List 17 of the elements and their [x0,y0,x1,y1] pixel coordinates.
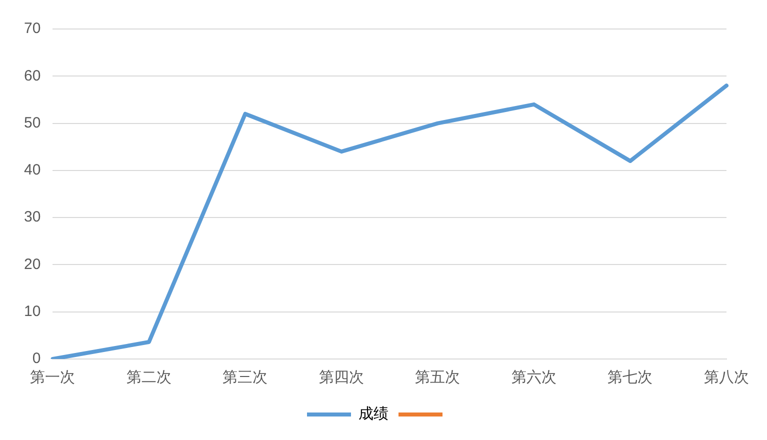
y-tick-label: 40 [24,162,41,179]
x-tick-label: 第六次 [511,369,556,386]
legend-label: 成绩 [358,406,388,423]
x-tick-label: 第二次 [126,369,172,386]
y-tick-label: 10 [24,303,41,320]
y-tick-label: 30 [24,208,41,226]
x-tick-label: 第三次 [222,369,268,386]
x-tick-label: 第一次 [30,369,76,386]
y-tick-label: 20 [24,256,41,273]
y-tick-label: 60 [24,67,41,84]
y-tick-label: 0 [32,350,41,368]
x-tick-label: 第七次 [608,369,653,386]
y-tick-label: 70 [24,20,41,38]
x-tick-label: 第四次 [318,369,364,386]
x-tick-label: 第八次 [704,369,749,386]
y-tick-label: 50 [24,114,41,132]
x-tick-label: 第五次 [415,369,460,386]
